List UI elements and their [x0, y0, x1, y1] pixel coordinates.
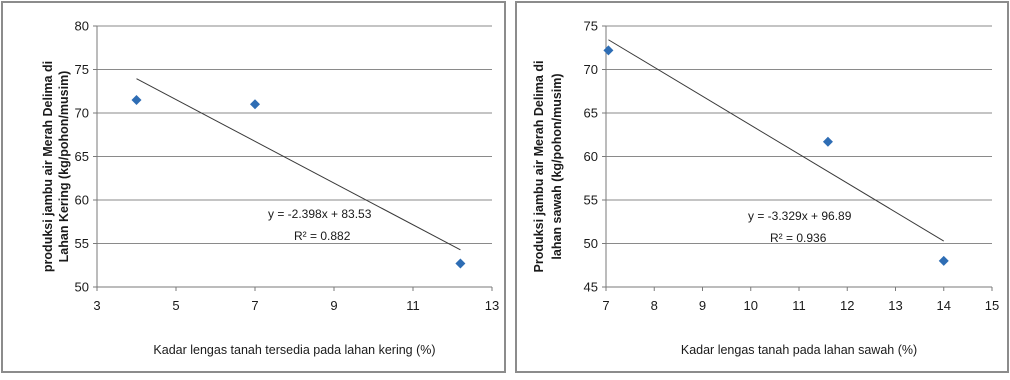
- y-tick-label: 55: [75, 236, 89, 251]
- chart-panel-2: 45 50 55 60 65 70 75 7 8 9 10 11 12 13 14 15 y = -3.329x…: [515, 1, 1009, 373]
- panel-border: [1, 1, 506, 373]
- x-tick-label: 14: [937, 298, 951, 313]
- y-axis-title-line-2: lahan sawah (kg/pohon/musim): [550, 73, 564, 259]
- y-tick-label: 70: [75, 106, 89, 121]
- x-tick-label: 7: [602, 298, 609, 313]
- x-tick-label: 9: [330, 298, 337, 313]
- y-tick-label: 65: [584, 106, 598, 121]
- panel-border: [515, 1, 1009, 373]
- x-tick-label: 11: [406, 298, 420, 313]
- data-point: [131, 94, 142, 105]
- y-tick-label: 60: [75, 193, 89, 208]
- x-tick-label: 10: [744, 298, 758, 313]
- y-axis-title-line-2: Lahan Kering (kg/pohon/musim): [57, 71, 71, 263]
- x-tick-label: 8: [651, 298, 658, 313]
- r-squared-label: R² = 0.882: [294, 229, 351, 243]
- y-tick-label: 70: [584, 62, 598, 77]
- y-tick-label: 50: [75, 280, 89, 295]
- y-tick-label: 65: [75, 149, 89, 164]
- x-tick-label: 15: [985, 298, 999, 313]
- y-tick-label: 55: [584, 193, 598, 208]
- x-tick-label: 3: [93, 298, 100, 313]
- data-point: [938, 255, 949, 266]
- y-tick-label: 60: [584, 149, 598, 164]
- x-tick-label: 12: [840, 298, 854, 313]
- x-tick-label: 5: [172, 298, 179, 313]
- x-tick-label: 7: [251, 298, 258, 313]
- x-tick-label: 13: [888, 298, 902, 313]
- trendline: [136, 78, 461, 251]
- y-axis-title-line-1: produksi jambu air Merah Delima di: [41, 61, 55, 272]
- trendline: [608, 39, 945, 242]
- data-point: [603, 45, 614, 56]
- x-tick-label: 11: [792, 298, 806, 313]
- x-axis-title: Kadar lengas tanah tersedia pada lahan k…: [153, 343, 435, 357]
- y-axis-title-line-1: Produksi jambu air Merah Delima di: [532, 61, 546, 273]
- chart-panel-1: 50 55 60 65 70 75 80 3 5 7 9 11 13 y = -2.398x + 83.5…: [1, 1, 506, 373]
- x-tick-label: 9: [699, 298, 706, 313]
- data-point: [250, 99, 260, 110]
- y-tick-label: 75: [75, 62, 89, 77]
- y-tick-label: 75: [584, 19, 598, 34]
- r-squared-label: R² = 0.936: [770, 231, 827, 245]
- trendline-equation: y = -2.398x + 83.53: [268, 207, 372, 221]
- trendline-equation: y = -3.329x + 96.89: [748, 209, 852, 223]
- x-axis-title: Kadar lengas tanah pada lahan sawah (%): [681, 343, 917, 357]
- data-point: [822, 136, 833, 147]
- x-tick-label: 13: [485, 298, 499, 313]
- y-tick-label: 45: [584, 280, 598, 295]
- y-tick-label: 50: [584, 236, 598, 251]
- data-point: [455, 258, 466, 269]
- y-tick-label: 80: [75, 19, 89, 34]
